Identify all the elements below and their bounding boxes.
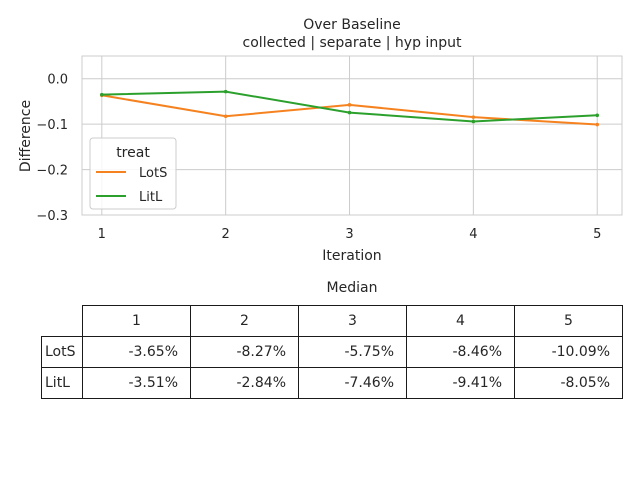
table-title: Median — [326, 280, 378, 296]
column-header: 2 — [190, 305, 299, 337]
table-row: LitL -3.51% -2.84% -7.46% -9.41% -8.05% — [41, 367, 623, 399]
x-tick-label: 4 — [469, 227, 477, 242]
legend-label-litl: LitL — [139, 190, 163, 205]
x-tick-label: 3 — [345, 227, 353, 242]
data-point — [223, 89, 228, 94]
y-tick-label: −0.2 — [36, 164, 68, 179]
column-header: 4 — [406, 305, 515, 337]
series — [100, 89, 600, 127]
table-cell: -10.09% — [514, 336, 623, 368]
table-corner — [42, 306, 83, 337]
column-header: 5 — [514, 305, 623, 337]
data-point — [100, 92, 104, 97]
chart-subtitle: collected | separate | hyp input — [243, 35, 462, 51]
legend: treat LotS LitL — [89, 137, 177, 210]
table-cell: -3.51% — [82, 367, 191, 399]
legend-box — [89, 137, 177, 210]
data-point — [471, 119, 476, 124]
table-cell: -7.46% — [298, 367, 407, 399]
plot-frame — [81, 55, 623, 216]
chart: Over Baseline collected | separate | hyp… — [18, 17, 623, 264]
median-table: 1 2 3 4 5 LotS -3.65% -8.27% -5.75% -8.4… — [41, 305, 623, 399]
table-cell: -5.75% — [298, 336, 407, 368]
row-label: LotS — [41, 336, 83, 368]
x-tick-label: 2 — [222, 227, 230, 242]
legend-label-lots: LotS — [139, 166, 167, 181]
table-cell: -8.27% — [190, 336, 299, 368]
legend-title: treat — [116, 145, 150, 161]
table-row: LotS -3.65% -8.27% -5.75% -8.46% -10.09% — [41, 336, 623, 368]
table-cell: -9.41% — [406, 367, 515, 399]
data-point — [595, 113, 600, 118]
y-tick-label: 0.0 — [47, 73, 68, 88]
x-tick-label: 5 — [593, 227, 601, 242]
table-cell: -8.05% — [514, 367, 623, 399]
table-cell: -8.46% — [406, 336, 515, 368]
y-tick-label: −0.1 — [36, 118, 68, 133]
data-point — [223, 114, 228, 119]
x-axis-label: Iteration — [322, 248, 381, 264]
column-header: 1 — [82, 305, 191, 337]
x-tick-label: 1 — [98, 227, 106, 242]
table-cell: -3.65% — [82, 336, 191, 368]
data-point — [347, 110, 352, 115]
chart-title: Over Baseline — [303, 17, 400, 33]
row-label: LitL — [41, 367, 83, 399]
data-point — [471, 115, 476, 119]
y-tick-label: −0.3 — [36, 209, 68, 224]
table-header-row: 1 2 3 4 5 — [42, 305, 623, 337]
tick-labels: 1 2 3 4 5 0.0 −0.1 −0.2 −0.3 — [36, 73, 601, 242]
table-cell: -2.84% — [190, 367, 299, 399]
data-point — [595, 122, 600, 127]
data-point — [347, 103, 352, 107]
column-header: 3 — [298, 305, 407, 337]
y-axis-label: Difference — [18, 100, 34, 172]
